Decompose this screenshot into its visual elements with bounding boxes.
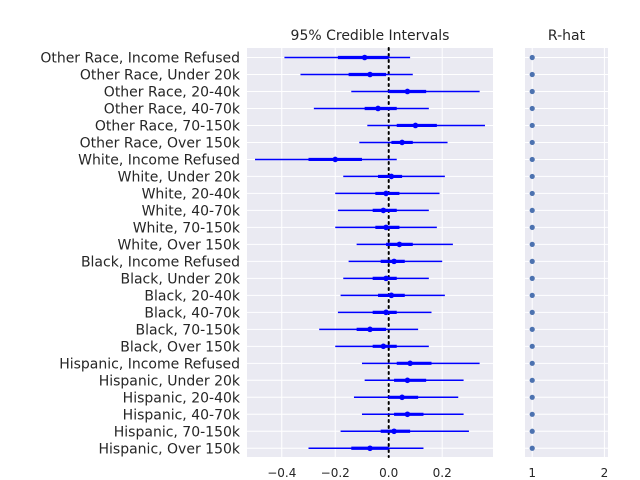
- interval-mean-point: [383, 190, 389, 197]
- x-tick-label: 0.2: [433, 466, 452, 480]
- rhat-point: [529, 71, 535, 78]
- interval-mean-point: [380, 343, 387, 350]
- rhat-point: [529, 343, 535, 349]
- interval-mean-point: [404, 411, 411, 418]
- rhat-point: [529, 224, 535, 230]
- interval-mean-point: [407, 360, 413, 367]
- intervals-panel-title: 95% Credible Intervals: [291, 28, 450, 44]
- interval-mean-point: [367, 326, 373, 333]
- category-label: White, 20-40k: [142, 186, 241, 202]
- intervals-panel-background: [247, 48, 493, 457]
- category-label: White, 40-70k: [142, 203, 241, 219]
- rhat-point: [529, 411, 535, 417]
- interval-mean-point: [383, 224, 389, 231]
- x-tick-label: −0.2: [321, 466, 350, 480]
- category-label: Other Race, 20-40k: [104, 84, 241, 100]
- interval-mean-point: [361, 54, 368, 61]
- rhat-point: [529, 105, 535, 112]
- rhat-point: [529, 428, 535, 434]
- interval-mean-point: [375, 105, 381, 112]
- interval-mean-point: [399, 139, 405, 146]
- interval-mean-point: [391, 258, 397, 265]
- category-label: Black, 20-40k: [144, 288, 240, 304]
- rhat-point: [529, 309, 535, 315]
- category-label: Black, Under 20k: [120, 271, 240, 287]
- category-label: Black, 40-70k: [144, 305, 240, 321]
- rhat-point: [529, 258, 535, 264]
- rhat-point: [529, 394, 535, 400]
- interval-mean-point: [404, 88, 411, 95]
- rhat-point: [529, 173, 535, 180]
- category-label: Other Race, Over 150k: [80, 135, 241, 151]
- interval-mean-point: [383, 275, 389, 282]
- rhat-points: [529, 54, 535, 451]
- interval-mean-point: [332, 156, 339, 163]
- category-label: White, Over 150k: [117, 237, 240, 253]
- category-label: Black, Over 150k: [120, 339, 241, 355]
- category-label: Other Race, Income Refused: [40, 51, 240, 67]
- rhat-panel-title: R-hat: [548, 28, 586, 44]
- rhat-point: [529, 156, 535, 163]
- category-label: Other Race, 70-150k: [95, 118, 241, 134]
- interval-mean-point: [367, 71, 373, 78]
- rhat-point: [529, 445, 535, 451]
- interval-mean-point: [383, 309, 389, 316]
- category-label: Other Race, Under 20k: [80, 67, 241, 83]
- interval-mean-point: [388, 173, 395, 180]
- category-label: Hispanic, Income Refused: [59, 356, 240, 372]
- rhat-point: [529, 190, 535, 197]
- rhat-point: [529, 275, 535, 281]
- x-tick-label: 1: [528, 466, 536, 480]
- interval-mean-point: [391, 428, 397, 435]
- rhat-point: [529, 122, 535, 129]
- category-label: Hispanic, 70-150k: [114, 424, 241, 440]
- category-label: Black, Income Refused: [81, 254, 240, 270]
- rhat-point: [529, 88, 535, 95]
- interval-marks: [255, 54, 485, 452]
- rhat-point: [529, 139, 535, 146]
- x-tick-label: −0.4: [267, 466, 296, 480]
- rhat-panel-background: [525, 48, 608, 457]
- rhat-point: [529, 377, 535, 383]
- rhat-panel-grid: [525, 48, 608, 457]
- interval-mean-point: [380, 207, 387, 214]
- interval-mean-point: [412, 122, 419, 129]
- category-label: Hispanic, Over 150k: [99, 441, 241, 457]
- x-tick-label: 2: [601, 466, 609, 480]
- rhat-point: [529, 54, 535, 61]
- category-label: Hispanic, Under 20k: [99, 373, 241, 389]
- intervals-x-tick-labels: −0.4 −0.2 0.0 0.2: [267, 466, 452, 480]
- interval-mean-point: [367, 445, 373, 452]
- category-label: Other Race, 40-70k: [104, 101, 241, 117]
- interval-mean-point: [388, 292, 395, 299]
- category-label: Hispanic, 40-70k: [123, 407, 241, 423]
- rhat-point: [529, 207, 535, 214]
- category-label: Hispanic, 20-40k: [123, 390, 241, 406]
- rhat-point: [529, 241, 535, 247]
- interval-mean-point: [404, 377, 411, 384]
- interval-mean-point: [399, 394, 405, 401]
- category-label: Black, 70-150k: [136, 322, 241, 338]
- rhat-point: [529, 360, 535, 366]
- category-label: White, 70-150k: [133, 220, 241, 236]
- rhat-point: [529, 326, 535, 332]
- category-label: White, Under 20k: [118, 169, 241, 185]
- category-label: White, Income Refused: [78, 152, 240, 168]
- interval-mean-point: [396, 241, 403, 248]
- rhat-point: [529, 292, 535, 298]
- x-tick-label: 0.0: [379, 466, 398, 480]
